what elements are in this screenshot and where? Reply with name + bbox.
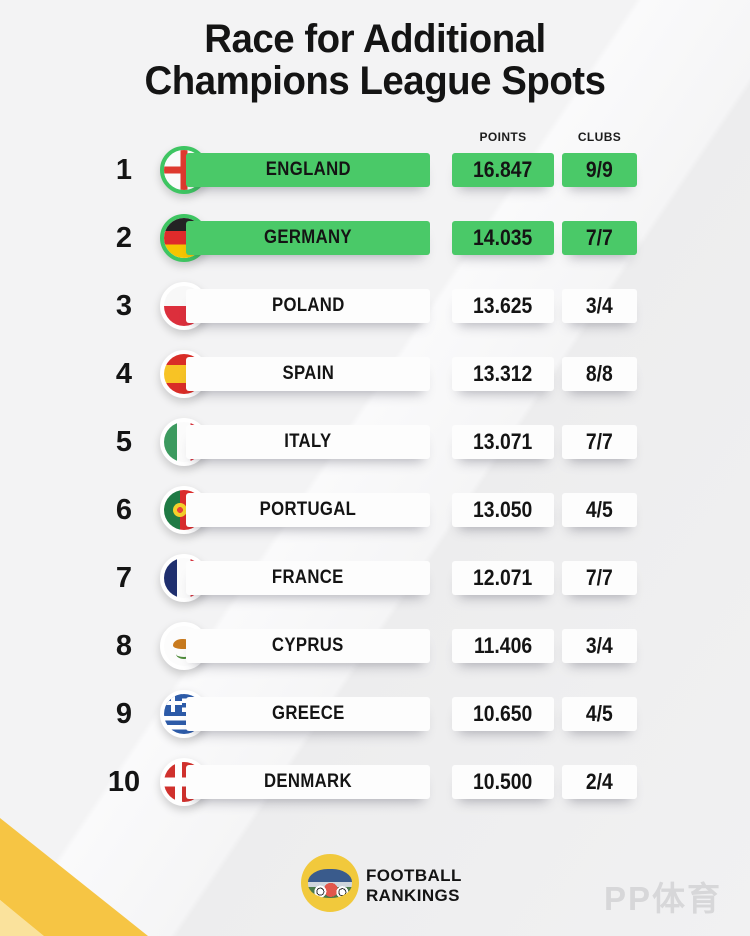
points-value: 13.071 [473,429,533,454]
table-row: 5 ITALY 13.071 7/7 [0,414,750,470]
points-box: 14.035 [452,221,554,255]
rank-number: 7 [115,562,133,594]
country-name: SPAIN [282,363,334,384]
logo-collage [308,869,352,898]
table-row: 3 POLAND 13.625 3/4 [0,278,750,334]
country-name: ENGLAND [265,159,351,180]
rank-number: 5 [115,426,133,458]
country-name: POLAND [271,295,345,316]
title-line-2: Champions League Spots [144,59,606,103]
table-row: 10 DENMARK 10.500 2/4 [0,754,750,810]
rank-number: 8 [115,630,133,662]
clubs-box: 3/4 [562,289,637,323]
country-bar: ENGLAND [186,153,430,187]
rank-number: 9 [115,698,133,730]
clubs-box: 7/7 [562,561,637,595]
points-box: 12.071 [452,561,554,595]
column-header-points: POINTS [479,130,527,144]
points-box: 13.050 [452,493,554,527]
clubs-value: 4/5 [586,701,613,726]
table-row: 4 SPAIN 13.312 8/8 [0,346,750,402]
clubs-value: 7/7 [586,565,613,590]
table-row: 8 CYPRUS 11.406 3/4 [0,618,750,674]
points-box: 13.625 [452,289,554,323]
points-value: 13.050 [473,497,533,522]
country-bar: PORTUGAL [186,493,430,527]
points-box: 10.500 [452,765,554,799]
points-value: 16.847 [473,157,533,182]
clubs-box: 3/4 [562,629,637,663]
clubs-value: 7/7 [586,429,613,454]
clubs-value: 9/9 [586,157,613,182]
country-name: PORTUGAL [259,499,357,520]
brand-name: FOOTBALL RANKINGS [366,866,462,906]
country-bar: SPAIN [186,357,430,391]
points-box: 10.650 [452,697,554,731]
table-row: 1 ENGLAND 16.847 9/9 [0,142,750,198]
brand-line-2: RANKINGS [366,886,460,905]
clubs-value: 2/4 [586,769,613,794]
clubs-value: 3/4 [586,633,613,658]
points-box: 11.406 [452,629,554,663]
table-row: 6 PORTUGAL 13.050 4/5 [0,482,750,538]
corner-gold-stripe [0,818,148,936]
country-bar: POLAND [186,289,430,323]
clubs-value: 3/4 [586,293,613,318]
clubs-box: 2/4 [562,765,637,799]
country-bar: GERMANY [186,221,430,255]
country-bar: GREECE [186,697,430,731]
column-header-clubs: CLUBS [577,130,622,144]
clubs-box: 4/5 [562,493,637,527]
title-line-1: Race for Additional [204,17,546,61]
country-bar: FRANCE [186,561,430,595]
clubs-value: 4/5 [586,497,613,522]
points-value: 11.406 [473,633,533,658]
country-name: DENMARK [264,771,352,792]
clubs-box: 4/5 [562,697,637,731]
country-bar: DENMARK [186,765,430,799]
country-bar: CYPRUS [186,629,430,663]
points-box: 13.071 [452,425,554,459]
points-value: 14.035 [473,225,533,250]
rank-number: 1 [115,154,133,186]
clubs-box: 7/7 [562,221,637,255]
table-row: 9 GREECE 10.650 4/5 [0,686,750,742]
clubs-value: 7/7 [586,225,613,250]
country-name: CYPRUS [272,635,344,656]
points-value: 13.625 [473,293,533,318]
country-name: FRANCE [272,567,344,588]
rank-number: 4 [115,358,133,390]
country-name: GERMANY [264,227,352,248]
points-box: 16.847 [452,153,554,187]
points-value: 12.071 [473,565,533,590]
football-rankings-logo-icon [301,854,359,912]
brand-line-1: FOOTBALL [366,866,462,885]
rank-number: 10 [107,766,141,798]
pp-sports-watermark: PP体育 [604,880,723,917]
points-box: 13.312 [452,357,554,391]
clubs-box: 7/7 [562,425,637,459]
page-title: Race for Additional Champions League Spo… [0,18,750,102]
clubs-value: 8/8 [586,361,613,386]
clubs-box: 9/9 [562,153,637,187]
rank-number: 3 [115,290,133,322]
clubs-box: 8/8 [562,357,637,391]
rank-number: 2 [115,222,133,254]
rank-number: 6 [115,494,133,526]
country-bar: ITALY [186,425,430,459]
points-value: 13.312 [473,361,533,386]
table-row: 2 GERMANY 14.035 7/7 [0,210,750,266]
country-name: ITALY [284,431,332,452]
points-value: 10.650 [473,701,533,726]
country-name: GREECE [271,703,345,724]
table-row: 7 FRANCE 12.071 7/7 [0,550,750,606]
points-value: 10.500 [473,769,533,794]
